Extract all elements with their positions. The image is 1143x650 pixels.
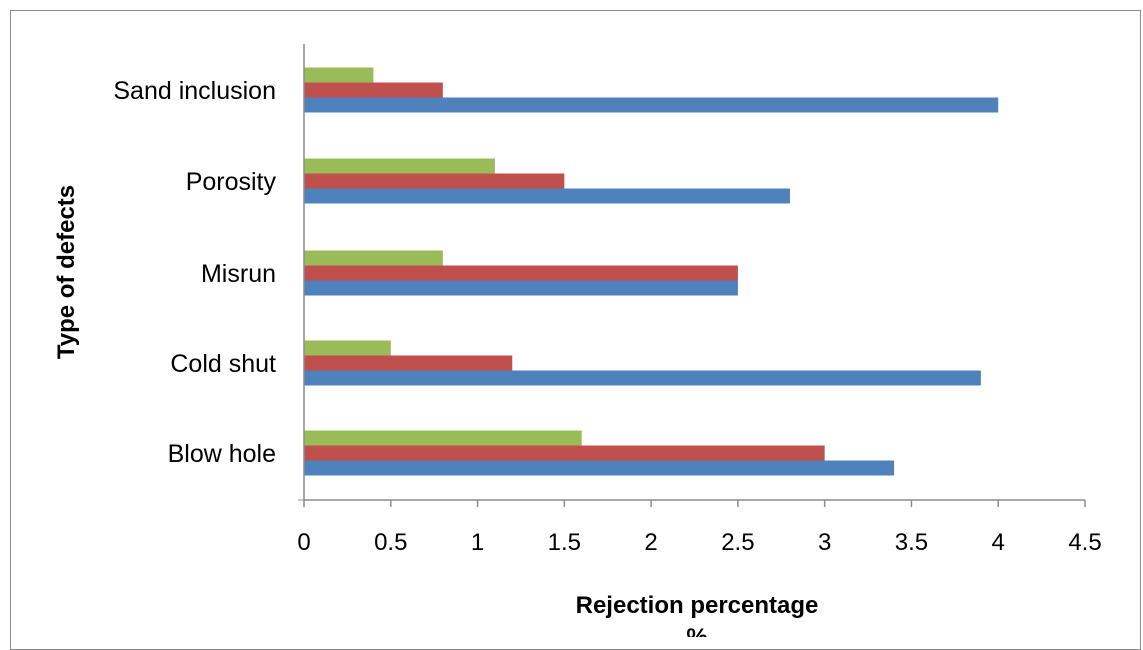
bar-sand-inclusion-series-2 [304, 82, 443, 98]
bar-misrun-series-3 [304, 250, 443, 266]
x-tick-label: 2.5 [721, 529, 754, 556]
category-labels-layer: Blow hole Cold shut Misrun Porosity Sand inc… [113, 77, 276, 468]
bars-layer [304, 67, 999, 476]
bar-sand-inclusion-series-1 [304, 97, 999, 113]
bar-porosity-series-1 [304, 188, 790, 204]
bar-misrun-series-2 [304, 265, 738, 281]
x-tick-label: 0.5 [374, 529, 407, 556]
x-tick-label: 4.5 [1068, 529, 1101, 556]
x-tick-label: 2 [644, 529, 657, 556]
x-axis-unit: % [686, 624, 707, 637]
bar-porosity-series-3 [304, 158, 495, 174]
category-label-misrun: Misrun [201, 260, 276, 288]
bar-cold-shut-series-2 [304, 355, 513, 371]
bar-blow-hole-series-2 [304, 445, 825, 461]
bar-cold-shut-series-3 [304, 340, 391, 356]
x-ticks-layer: 0 0.5 1 1.5 2 2.5 3 3.5 4 4.5 [297, 499, 1102, 556]
category-label-porosity: Porosity [186, 168, 277, 196]
bar-misrun-series-1 [304, 280, 738, 296]
x-axis-title: Rejection percentage [576, 592, 819, 619]
bar-porosity-series-2 [304, 173, 565, 189]
x-tick-label: 3 [818, 529, 831, 556]
x-tick-label: 4 [992, 529, 1005, 556]
bar-sand-inclusion-series-3 [304, 67, 374, 83]
category-label-cold-shut: Cold shut [170, 350, 276, 378]
x-tick-label: 0 [297, 529, 310, 556]
x-tick-label: 1.5 [548, 529, 581, 556]
bar-blow-hole-series-3 [304, 430, 582, 446]
axes-layer [303, 44, 1085, 501]
x-tick-label: 3.5 [895, 529, 928, 556]
bar-cold-shut-series-1 [304, 370, 981, 386]
category-label-sand-inclusion: Sand inclusion [113, 77, 276, 105]
x-tick-label: 1 [471, 529, 484, 556]
category-label-blow-hole: Blow hole [168, 440, 276, 468]
bar-blow-hole-series-1 [304, 460, 895, 476]
y-axis-title: Type of defects [53, 185, 80, 359]
